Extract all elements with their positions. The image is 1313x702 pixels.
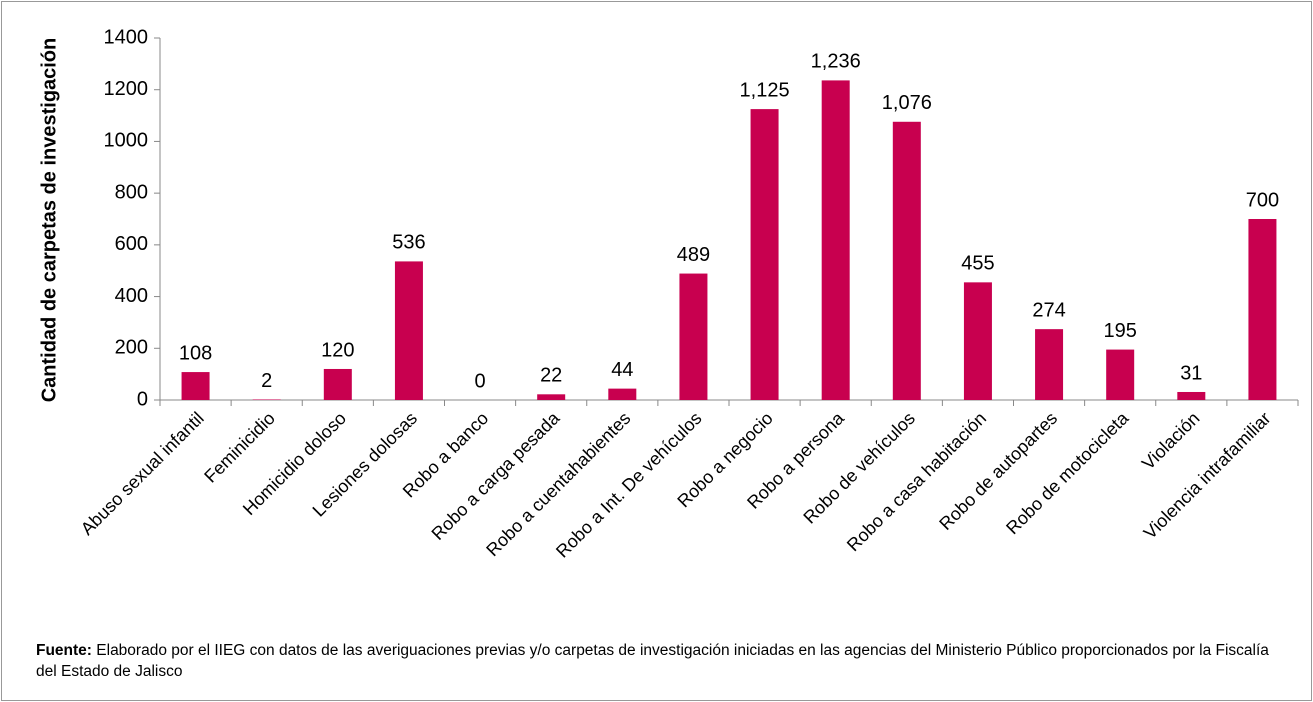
source-label: Fuente: (36, 642, 92, 659)
bar (1106, 349, 1135, 400)
x-tick-label: Abuso sexual infantil (77, 408, 208, 539)
bar (394, 261, 423, 400)
y-tick-label: 0 (137, 388, 148, 410)
x-tick-label: Violencia intrafamiliar (1140, 408, 1275, 543)
value-label: 120 (321, 339, 354, 361)
bar (608, 388, 637, 400)
value-label: 2 (261, 370, 272, 392)
bar (1248, 219, 1277, 400)
value-label: 489 (677, 244, 710, 266)
value-label: 0 (475, 370, 486, 392)
value-label: 108 (179, 342, 212, 364)
y-tick-label: 200 (115, 337, 148, 359)
y-tick-label: 1400 (104, 26, 149, 48)
value-label: 700 (1246, 189, 1279, 211)
x-tick-label: Robo a Int. De vehículos (552, 408, 706, 562)
bar (252, 399, 281, 400)
bar (892, 121, 921, 400)
x-tick-label: Robo a carga pesada (428, 407, 565, 544)
value-label: 455 (961, 253, 994, 275)
y-tick-label: 600 (115, 233, 148, 255)
value-label: 1,125 (740, 79, 790, 101)
y-tick-label: 800 (115, 181, 148, 203)
x-tick-label: Robo a cuentahabientes (482, 408, 634, 560)
x-tick-label: Robo de autopartes (935, 408, 1061, 534)
y-axis-title: Cantidad de carpetas de investigación (38, 38, 60, 403)
value-label: 274 (1032, 299, 1065, 321)
bar (963, 282, 992, 400)
value-label: 1,236 (811, 51, 861, 73)
y-tick-label: 1200 (104, 78, 149, 100)
value-label: 1,076 (882, 92, 932, 114)
bar (750, 109, 779, 400)
bar (1177, 391, 1206, 400)
x-tick-label: Robo a casa habitación (843, 408, 990, 555)
bar (1035, 329, 1064, 400)
value-label: 536 (392, 232, 425, 254)
source-text: Elaborado por el IIEG con datos de las a… (36, 642, 1269, 680)
value-label: 31 (1180, 362, 1202, 384)
value-label: 44 (611, 359, 633, 381)
x-tick-label: Robo de motocicleta (1002, 407, 1133, 538)
bar (181, 372, 210, 400)
bar (323, 368, 352, 400)
x-tick-label: Violación (1138, 408, 1204, 474)
source-note: Fuente: Elaborado por el IIEG con datos … (36, 640, 1286, 682)
value-label: 22 (540, 365, 562, 387)
x-tick-label: Feminicidio (200, 408, 279, 487)
bar (537, 394, 566, 400)
y-tick-label: 1000 (104, 130, 149, 152)
bar (679, 273, 708, 400)
bar (821, 80, 850, 401)
value-label: 195 (1104, 320, 1137, 342)
y-tick-label: 400 (115, 285, 148, 307)
